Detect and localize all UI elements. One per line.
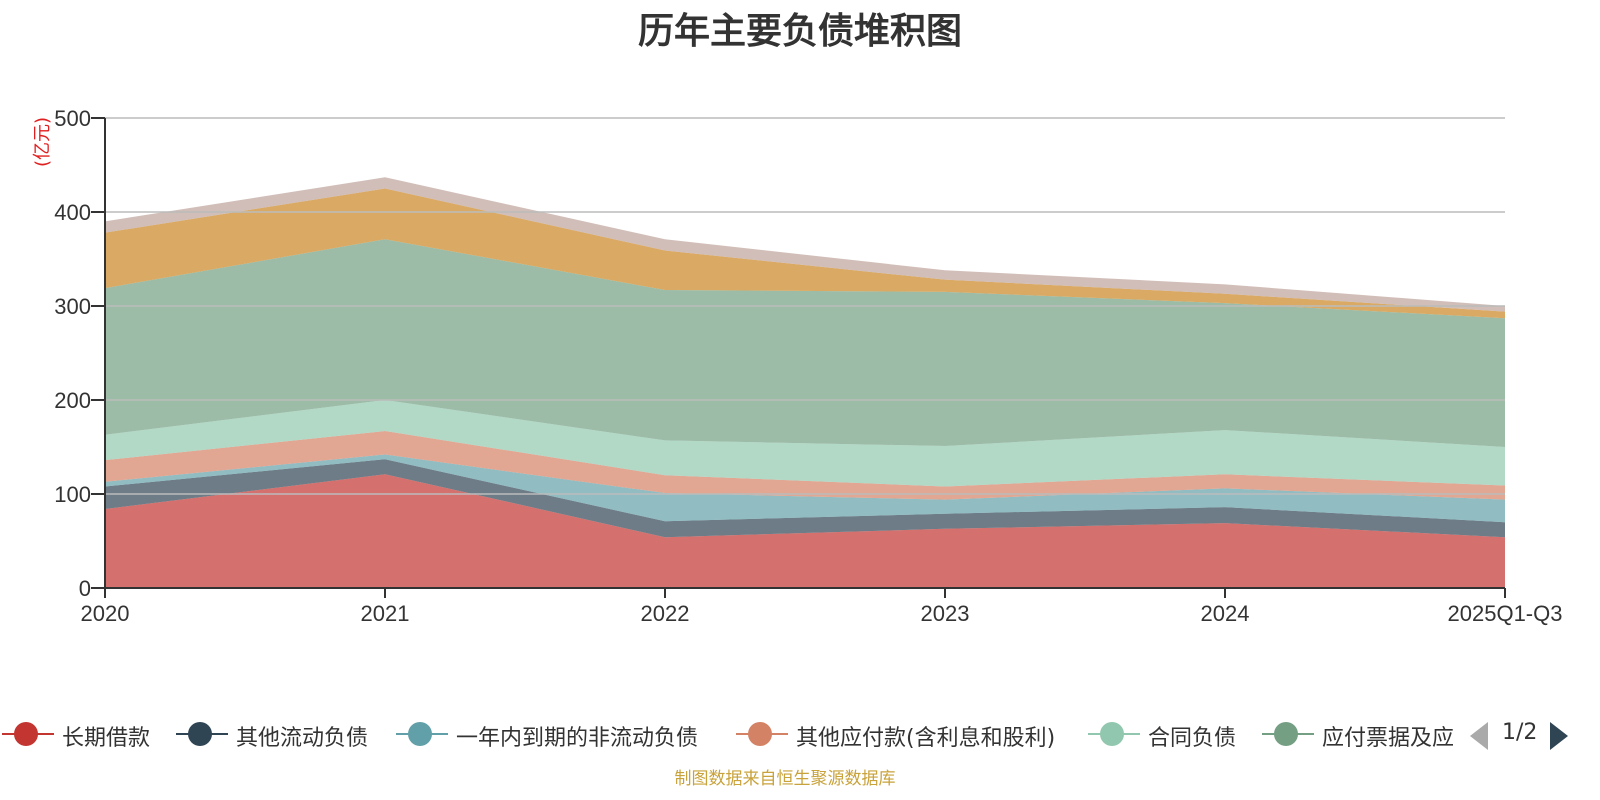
legend-label: 应付票据及应	[1322, 726, 1455, 751]
area-series-7	[105, 177, 1505, 312]
y-tick-label: 300	[54, 294, 91, 319]
x-tick-label: 2021	[361, 601, 410, 626]
y-tick-label: 500	[54, 106, 91, 131]
legend-label: 长期借款	[62, 726, 151, 751]
x-tick-label: 2025Q1-Q3	[1448, 601, 1563, 626]
chart-canvas: 0 100 200 300 400 500 2020 2021 2022 2023 2024 2025…	[32, 106, 1563, 626]
y-axis-unit-label: (亿元)	[32, 117, 53, 167]
legend-swatch-dot	[14, 722, 38, 746]
x-tick-label: 2020	[81, 601, 130, 626]
area-series-0	[105, 474, 1505, 588]
x-tick-label: 2023	[921, 601, 970, 626]
legend-label: 其他应付款(含利息和股利)	[796, 726, 1056, 751]
legend-page-indicator: 1/2	[1502, 720, 1538, 745]
legend-swatch-dot	[188, 722, 212, 746]
chart-title: 历年主要负债堆积图	[637, 11, 962, 52]
y-tick-label: 200	[54, 388, 91, 413]
legend-next-page-icon[interactable]	[1550, 722, 1568, 750]
legend-swatch-dot	[1274, 722, 1298, 746]
legend-prev-page-icon[interactable]	[1470, 722, 1488, 750]
x-tick-label: 2022	[641, 601, 690, 626]
legend: 长期借款 其他流动负债 一年内到期的非流动负债 其他应付款(含利息和股利) 合同…	[0, 714, 1600, 754]
legend-label: 合同负债	[1148, 726, 1237, 751]
legend-pager: 1/2	[1470, 718, 1600, 754]
legend-swatch-dot	[408, 722, 432, 746]
y-tick-label: 0	[79, 576, 91, 601]
x-tick-label: 2024	[1201, 601, 1250, 626]
legend-swatch-dot	[1100, 722, 1124, 746]
area-series-5	[105, 239, 1505, 447]
area-series-4	[105, 400, 1505, 487]
area-series-3	[105, 431, 1505, 500]
data-source-note: 制图数据来自恒生聚源数据库	[674, 769, 896, 789]
legend-label: 其他流动负债	[236, 726, 369, 751]
y-tick-label: 400	[54, 200, 91, 225]
area-series-2	[105, 454, 1505, 523]
y-tick-label: 100	[54, 482, 91, 507]
area-series-6	[105, 188, 1505, 319]
area-series-1	[105, 459, 1505, 538]
legend-label: 一年内到期的非流动负债	[456, 726, 699, 751]
legend-swatch-dot	[748, 722, 772, 746]
